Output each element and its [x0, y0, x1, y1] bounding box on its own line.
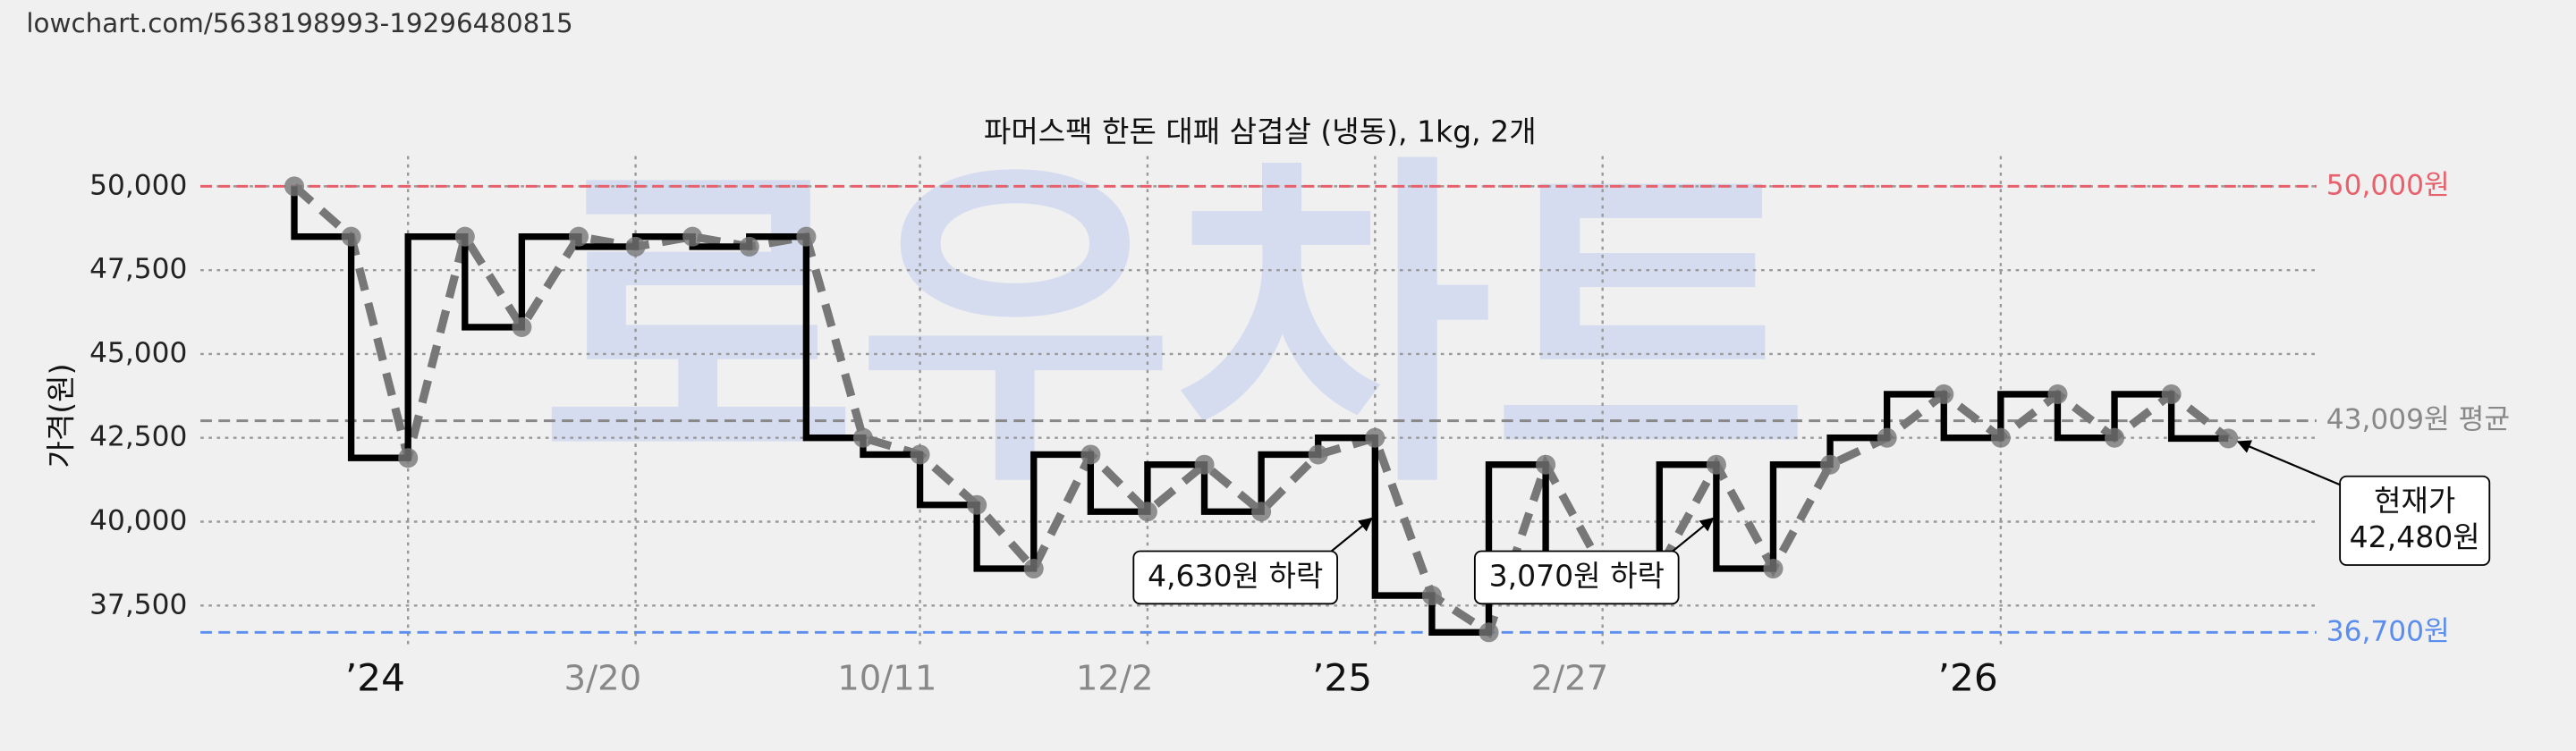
trend-line [291, 182, 2232, 639]
annotation-box [2339, 475, 2491, 566]
point [1137, 502, 1157, 522]
point [682, 226, 703, 247]
point [1194, 454, 1215, 475]
point [341, 226, 361, 247]
point [284, 176, 305, 197]
point [1308, 444, 1328, 465]
x-tick-label: ’25 [1312, 655, 1372, 699]
annotation-arrow [1667, 517, 1715, 556]
y-tick-label: 47,500 [89, 253, 187, 285]
point [852, 427, 873, 448]
y-axis-label: 가격(원) [43, 363, 78, 468]
point [2105, 427, 2125, 448]
point [967, 494, 987, 515]
y-tick-label: 45,000 [89, 337, 187, 369]
point [796, 226, 817, 247]
y-tick-label: 42,500 [89, 421, 187, 453]
point [512, 316, 532, 337]
point [1479, 622, 1499, 643]
point [1251, 502, 1272, 522]
reference-label: 43,009원 평균 [2326, 404, 2510, 436]
y-tick-label: 40,000 [89, 504, 187, 536]
point [1080, 444, 1101, 465]
x-tick-label: ’26 [1938, 655, 1998, 699]
point [739, 236, 759, 257]
point [2161, 384, 2182, 404]
annotation-box [1132, 550, 1338, 605]
point [398, 448, 419, 468]
y-tick-label: 50,000 [89, 169, 187, 201]
url: lowchart.com/5638198993-19296480815 [26, 8, 572, 38]
x-tick-label: 12/2 [1076, 658, 1154, 698]
annotation-text: 3,070원 하락 [1489, 558, 1665, 593]
y-tick-label: 37,500 [89, 588, 187, 620]
annotation-text: 현재가 [2374, 484, 2455, 519]
x-tick-label: 10/11 [837, 658, 936, 698]
annotation-arrow [1326, 517, 1373, 556]
point [1536, 454, 1556, 475]
point [2047, 384, 2068, 404]
x-tick-label: 2/27 [1531, 658, 1609, 698]
step-line [291, 186, 2229, 636]
point [2218, 428, 2239, 449]
point [910, 444, 930, 465]
point [568, 226, 589, 247]
reference-label: 36,700원 [2326, 615, 2450, 647]
watermark: 로우차트 [540, 128, 1809, 529]
point [454, 226, 475, 247]
point [1877, 427, 1897, 448]
point [1421, 585, 1442, 606]
point [1023, 558, 1044, 579]
annotation-text: 42,480원 [2350, 519, 2480, 554]
x-tick-label: 3/20 [564, 658, 642, 698]
point [1763, 558, 1784, 579]
annotation-arrow [2236, 440, 2344, 487]
reference-label: 50,000원 [2326, 169, 2450, 201]
point [1365, 427, 1385, 448]
point [625, 236, 646, 257]
point [1990, 427, 2011, 448]
point [1934, 384, 1954, 404]
x-tick-label: ’24 [345, 655, 405, 699]
chart-title: 파머스팩 한돈 대패 삼겹살 (냉동), 1kg, 2개 [984, 114, 1537, 148]
point [1820, 454, 1841, 475]
annotation-text: 4,630원 하락 [1148, 558, 1323, 593]
annotation-box [1473, 550, 1680, 605]
point [1706, 454, 1726, 475]
